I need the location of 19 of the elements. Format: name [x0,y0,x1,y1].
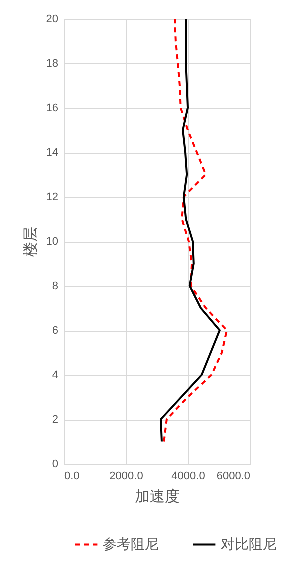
y-tick-label: 14 [46,147,58,159]
y-axis-title: 楼层 [22,227,40,257]
legend-label: 对比阻尼 [221,536,277,552]
x-axis-title: 加速度 [135,488,180,506]
y-tick-label: 4 [52,370,58,382]
y-tick-label: 20 [46,14,58,26]
y-tick-label: 0 [52,458,58,470]
y-tick-label: 6 [52,325,58,337]
y-tick-label: 12 [46,192,58,204]
x-tick-label: 0.0 [64,470,80,482]
y-tick-label: 16 [46,102,58,114]
x-tick-label: 4000.0 [172,470,206,482]
y-tick-label: 18 [46,58,58,70]
x-tick-label: 2000.0 [110,470,144,482]
legend-label: 参考阻尼 [103,536,159,552]
y-tick-label: 2 [52,414,58,426]
y-tick-label: 10 [46,236,58,248]
y-tick-label: 8 [52,280,58,292]
x-tick-label: 6000.0 [216,470,250,482]
